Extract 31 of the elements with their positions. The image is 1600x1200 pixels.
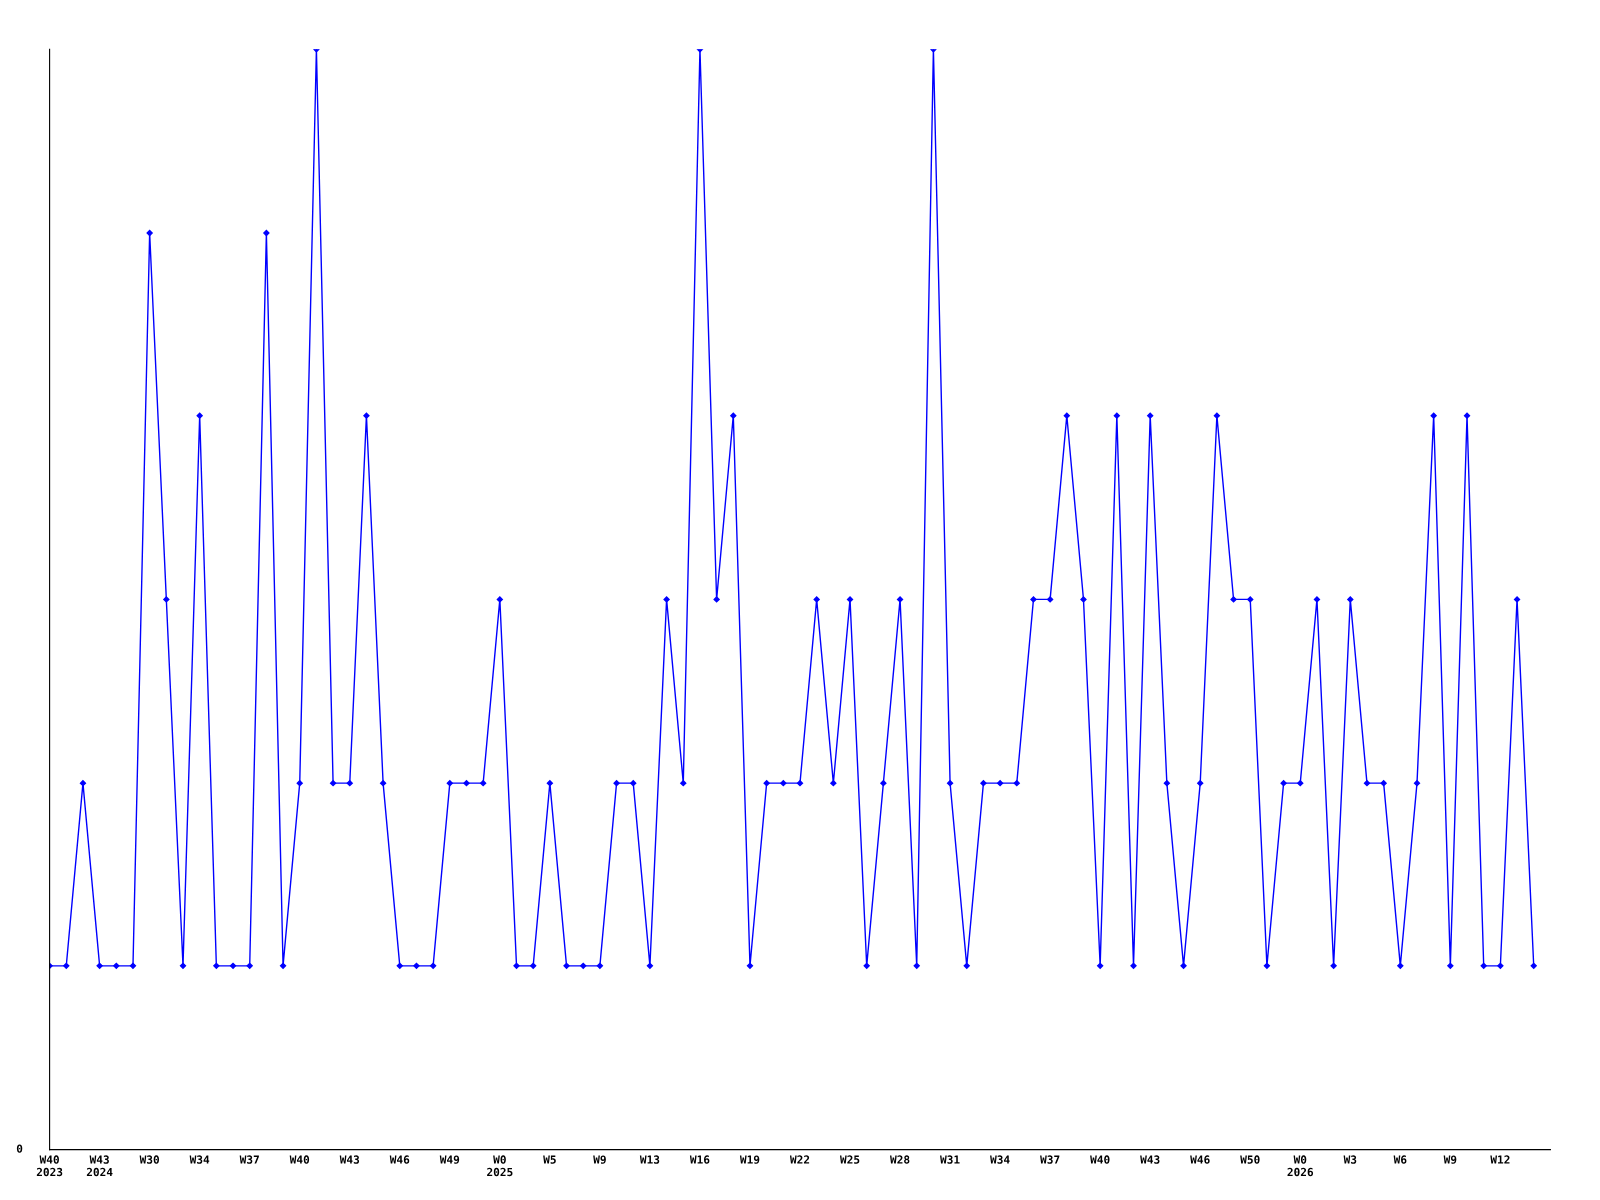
x-tick-label: W37 [1040,1155,1060,1164]
x-tick-label: W16 [689,1155,710,1164]
x-tick-label: W43 [1140,1155,1160,1164]
x-tick-label: W37 [239,1155,259,1164]
x-tick-label: W9 [1443,1155,1457,1164]
x-tick-label: W25 [839,1155,860,1164]
x-tick-label: W30 [139,1155,160,1164]
x-tick-label: W9 [593,1155,606,1164]
x-tick-label: W22 [789,1155,810,1164]
x-tick-label: W19 [739,1155,760,1164]
x-tick-label: W12 [1490,1155,1510,1164]
x-tick-label: W0 2025 [487,1155,513,1177]
x-tick-label: W46 [389,1155,410,1164]
x-tick-label: W40 [1090,1155,1110,1164]
x-tick-label: W43 2024 [86,1155,113,1177]
x-tick-label: W28 [890,1155,910,1164]
x-tick-label: W43 [339,1155,360,1164]
x-tick-label: W31 [940,1155,960,1164]
x-tick-label: W40 2023 [36,1155,63,1177]
x-tick-label: W6 [1393,1155,1407,1164]
x-tick-label: W40 [289,1155,310,1164]
x-tick-label: W34 [189,1155,210,1164]
x-tick-label: W34 [990,1155,1010,1164]
x-tick-label: W49 [439,1155,460,1164]
text: 0 [16,1144,23,1153]
x-tick-label: W46 [1190,1155,1210,1164]
x-tick-label: W3 [1343,1155,1357,1164]
x-tick-label: W0 2026 [1287,1155,1314,1177]
x-tick-label: W13 [639,1155,660,1164]
x-tick-label: W5 [543,1155,556,1164]
x-tick-label: W50 [1240,1155,1260,1164]
